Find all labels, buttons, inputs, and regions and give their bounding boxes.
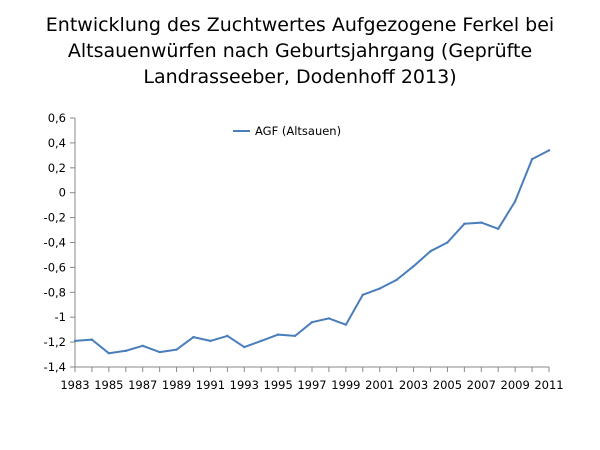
data-point bbox=[243, 345, 246, 349]
x-tick-label: 1983 bbox=[60, 378, 89, 392]
data-point bbox=[547, 149, 551, 152]
y-tick-label: -0,6 bbox=[44, 260, 66, 274]
data-point bbox=[310, 320, 314, 324]
data-point bbox=[480, 221, 483, 224]
x-tick-label: 1995 bbox=[264, 378, 293, 392]
data-point bbox=[209, 339, 212, 343]
data-point bbox=[276, 333, 280, 336]
data-point bbox=[412, 264, 415, 268]
data-point bbox=[463, 222, 466, 226]
x-tick-label: 1989 bbox=[162, 378, 191, 392]
data-point bbox=[175, 348, 178, 351]
data-point bbox=[530, 157, 534, 161]
x-tick-label: 2001 bbox=[365, 378, 394, 392]
data-point bbox=[513, 200, 517, 203]
data-point bbox=[429, 250, 432, 253]
chart-title-line-3: Landrasseeber, Dodenhoff 2013) bbox=[143, 66, 457, 88]
data-point bbox=[327, 317, 331, 320]
y-axis: 0,6 0,4 0,2 0 -0,2 -0,4 -0,6 -0,8 -1 -1,2 -1,4 bbox=[44, 111, 76, 374]
x-tick-label: 1985 bbox=[94, 378, 123, 392]
data-point bbox=[293, 334, 297, 338]
data-point bbox=[395, 278, 398, 282]
data-point bbox=[158, 350, 161, 354]
y-tick-label: 0,4 bbox=[48, 136, 66, 150]
data-point bbox=[141, 344, 144, 348]
y-tick-label: 0,2 bbox=[48, 161, 66, 175]
legend-label-agf: AGF (Altsauen) bbox=[255, 124, 341, 138]
data-point bbox=[90, 338, 94, 341]
y-tick-label: -0,4 bbox=[44, 236, 66, 250]
chart-title-line-2: Altsauenwürfen nach Geburtsjahrgang (Gep… bbox=[67, 40, 533, 62]
x-tick-label: 1993 bbox=[230, 378, 259, 392]
y-tick-label: 0 bbox=[59, 186, 66, 200]
data-point bbox=[260, 339, 263, 343]
x-tick-label: 2007 bbox=[467, 378, 496, 392]
data-point bbox=[344, 323, 348, 326]
data-point bbox=[107, 352, 111, 355]
x-tick-label: 1987 bbox=[128, 378, 157, 392]
x-tick-label: 2009 bbox=[501, 378, 530, 392]
y-tick-label: -1,4 bbox=[44, 360, 66, 374]
chart-title-line-1: Entwicklung des Zuchtwertes Aufgezogene … bbox=[45, 14, 555, 36]
data-point bbox=[497, 227, 500, 231]
x-tick-label: 1991 bbox=[196, 378, 225, 392]
x-tick-label: 1999 bbox=[331, 378, 360, 392]
legend: AGF (Altsauen) bbox=[233, 124, 341, 138]
data-point bbox=[378, 287, 381, 290]
data-point bbox=[192, 335, 195, 339]
y-tick-label: -0,2 bbox=[44, 211, 66, 225]
x-tick-label: 2011 bbox=[534, 378, 563, 392]
x-tick-label: 1997 bbox=[297, 378, 326, 392]
data-point bbox=[361, 293, 364, 296]
x-tick-label: 2005 bbox=[433, 378, 462, 392]
y-tick-label: -1 bbox=[55, 310, 66, 324]
y-tick-label: 0,6 bbox=[48, 111, 66, 125]
data-point bbox=[73, 339, 77, 343]
x-axis: 1983 1985 1987 1989 1991 1993 1995 1997 1999 2001… bbox=[60, 366, 564, 392]
y-tick-label: -1,2 bbox=[44, 335, 66, 349]
data-point bbox=[446, 241, 449, 244]
y-tick-label: -0,8 bbox=[44, 285, 66, 299]
series-group bbox=[73, 149, 551, 355]
data-point bbox=[124, 349, 127, 353]
x-tick-label: 2003 bbox=[399, 378, 428, 392]
chart-title: Entwicklung des Zuchtwertes Aufgezogene … bbox=[20, 12, 580, 90]
data-point bbox=[226, 334, 229, 338]
